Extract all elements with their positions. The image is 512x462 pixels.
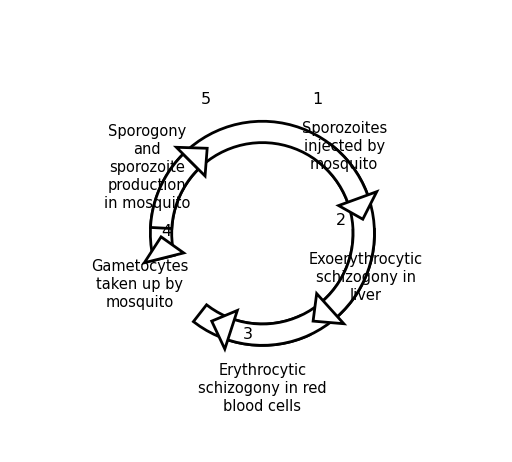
Text: 1: 1 bbox=[312, 92, 323, 107]
Polygon shape bbox=[323, 230, 374, 316]
Text: Gametocytes
taken up by
mosquito: Gametocytes taken up by mosquito bbox=[91, 259, 188, 310]
Polygon shape bbox=[144, 237, 184, 263]
Polygon shape bbox=[313, 293, 344, 324]
Text: 2: 2 bbox=[335, 213, 346, 228]
Text: 4: 4 bbox=[161, 224, 172, 239]
Text: Sporozoites
injected by
mosquito: Sporozoites injected by mosquito bbox=[302, 121, 387, 172]
Polygon shape bbox=[228, 316, 310, 346]
Text: 3: 3 bbox=[243, 327, 253, 342]
Text: Erythrocytic
schizogony in red
blood cells: Erythrocytic schizogony in red blood cel… bbox=[198, 363, 327, 413]
Polygon shape bbox=[151, 154, 198, 229]
Text: Exoerythrocytic
schizogony in
liver: Exoerythrocytic schizogony in liver bbox=[309, 252, 422, 303]
Text: 5: 5 bbox=[200, 92, 210, 107]
Polygon shape bbox=[176, 147, 207, 176]
Text: Sporogony
and
sporozoite
production
in mosquito: Sporogony and sporozoite production in m… bbox=[103, 124, 190, 211]
Polygon shape bbox=[211, 310, 238, 349]
Polygon shape bbox=[151, 122, 374, 345]
Polygon shape bbox=[338, 192, 377, 219]
Polygon shape bbox=[317, 144, 368, 202]
